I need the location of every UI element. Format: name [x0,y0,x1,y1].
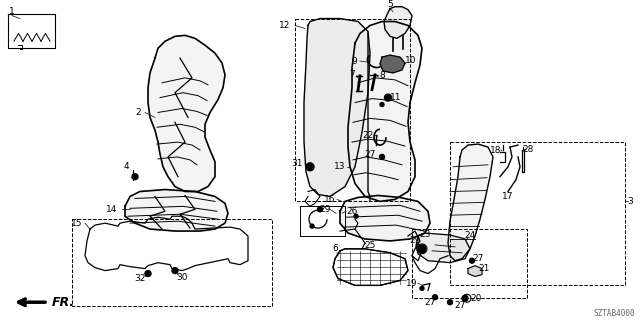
Text: 29: 29 [410,236,420,245]
Text: 11: 11 [390,93,402,102]
Circle shape [385,94,392,101]
Text: 14: 14 [106,205,118,214]
Circle shape [306,163,314,171]
Circle shape [447,300,452,305]
Text: 30: 30 [176,273,188,282]
Bar [412,229,527,298]
Text: 21: 21 [478,264,490,273]
Text: 12: 12 [279,21,291,30]
Polygon shape [340,196,430,241]
Text: 5: 5 [387,0,393,9]
Circle shape [380,103,384,107]
Text: 18: 18 [490,146,502,155]
Bar [295,19,410,201]
Text: 27: 27 [472,254,484,263]
Circle shape [418,245,426,253]
Polygon shape [304,19,370,196]
Text: FR.: FR. [52,296,75,309]
Text: SZTAB4000: SZTAB4000 [593,309,635,318]
Circle shape [380,155,385,159]
Text: 19: 19 [406,279,418,288]
Circle shape [132,174,138,180]
Text: 6: 6 [332,244,338,253]
Text: 23: 23 [419,229,431,238]
Circle shape [470,258,474,263]
Text: 16: 16 [324,195,336,204]
Text: 17: 17 [502,192,514,201]
Polygon shape [380,55,405,73]
Text: 28: 28 [522,145,534,154]
Text: 2: 2 [135,108,141,117]
Text: 27: 27 [424,298,436,307]
Circle shape [433,295,438,300]
Polygon shape [416,233,470,263]
Text: 32: 32 [134,274,146,283]
Polygon shape [348,21,422,201]
Bar [72,219,272,306]
Polygon shape [448,144,493,261]
Text: 7: 7 [349,70,355,79]
Text: 26: 26 [346,207,358,216]
Text: 3: 3 [627,197,633,206]
Text: 27: 27 [454,301,466,310]
Text: 13: 13 [334,162,346,171]
Circle shape [310,224,314,228]
Circle shape [317,207,323,212]
Polygon shape [468,266,482,276]
Text: 15: 15 [71,219,83,228]
Text: 27: 27 [364,150,376,159]
Text: 9: 9 [351,57,357,66]
Circle shape [354,214,358,218]
Text: 1: 1 [9,7,15,16]
Bar [450,142,625,285]
Text: 29: 29 [319,205,331,214]
Polygon shape [384,7,412,38]
Text: 24: 24 [465,230,476,239]
Polygon shape [125,189,228,231]
Text: 10: 10 [405,56,417,65]
Circle shape [172,268,178,274]
Text: 31: 31 [291,159,303,168]
Circle shape [145,271,151,276]
Text: 8: 8 [379,71,385,80]
Text: 20: 20 [470,294,482,303]
Text: 22: 22 [362,131,374,140]
Circle shape [420,286,424,290]
Text: 25: 25 [364,241,376,250]
Text: 4: 4 [123,162,129,171]
Polygon shape [148,35,225,191]
Circle shape [462,295,468,301]
